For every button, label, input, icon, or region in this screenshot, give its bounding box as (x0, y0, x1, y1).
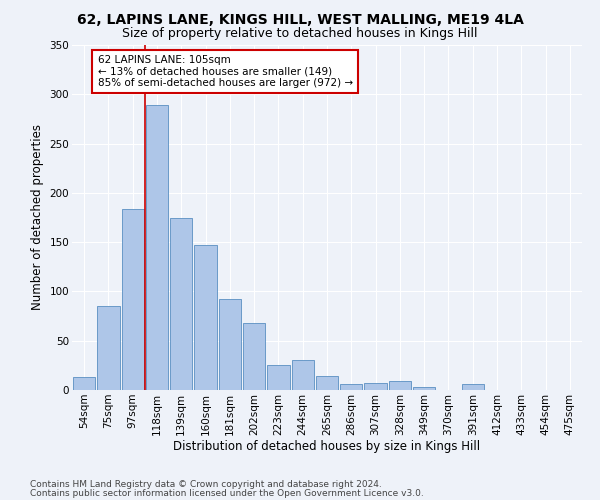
Bar (292, 360, 314, 390)
Text: 62 LAPINS LANE: 105sqm
← 13% of detached houses are smaller (149)
85% of semi-de: 62 LAPINS LANE: 105sqm ← 13% of detached… (97, 55, 353, 88)
X-axis label: Distribution of detached houses by size in Kings Hill: Distribution of detached houses by size … (173, 440, 481, 454)
Bar (170, 218, 193, 390)
Text: Contains HM Land Registry data © Crown copyright and database right 2024.: Contains HM Land Registry data © Crown c… (30, 480, 382, 489)
Bar (218, 300, 241, 390)
Y-axis label: Number of detached properties: Number of detached properties (31, 124, 44, 310)
Text: Size of property relative to detached houses in Kings Hill: Size of property relative to detached ho… (122, 28, 478, 40)
Bar (413, 387, 436, 390)
Bar (97, 306, 119, 390)
Bar (122, 208, 144, 390)
Bar (73, 377, 95, 390)
Bar (340, 384, 362, 390)
Bar (316, 376, 338, 390)
Bar (146, 105, 168, 390)
Text: Contains public sector information licensed under the Open Government Licence v3: Contains public sector information licen… (30, 488, 424, 498)
Bar (461, 384, 484, 390)
Bar (389, 381, 411, 390)
Bar (267, 366, 290, 390)
Bar (364, 383, 387, 390)
Text: 62, LAPINS LANE, KINGS HILL, WEST MALLING, ME19 4LA: 62, LAPINS LANE, KINGS HILL, WEST MALLIN… (77, 12, 523, 26)
Bar (194, 245, 217, 390)
Bar (243, 323, 265, 390)
